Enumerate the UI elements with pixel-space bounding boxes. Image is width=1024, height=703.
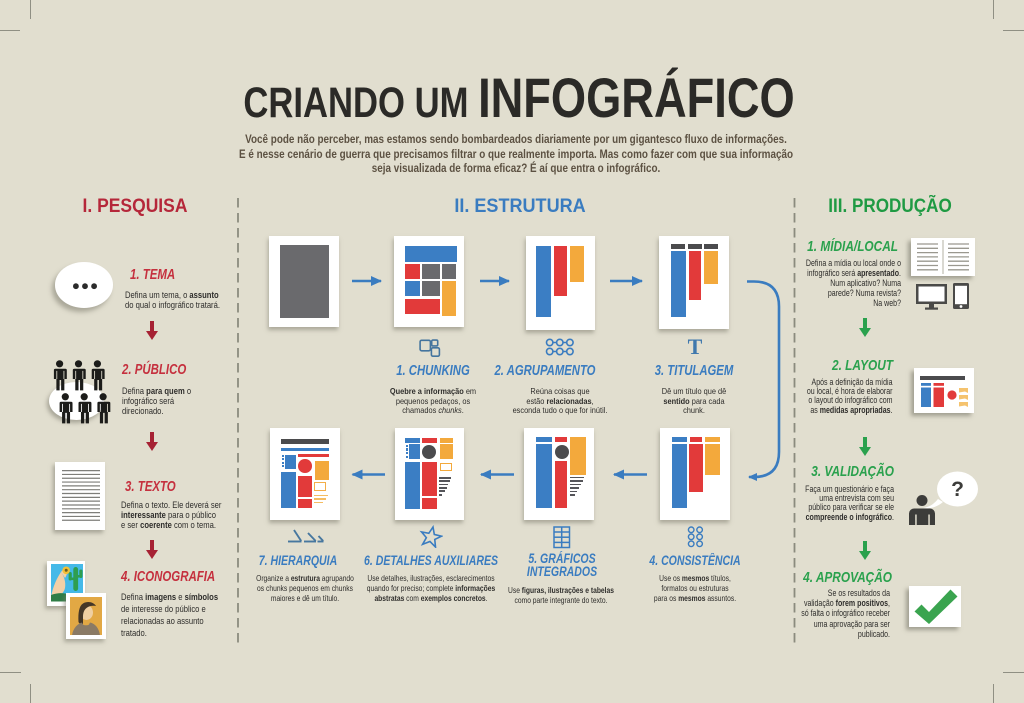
svg-text:?: ? <box>951 478 964 501</box>
